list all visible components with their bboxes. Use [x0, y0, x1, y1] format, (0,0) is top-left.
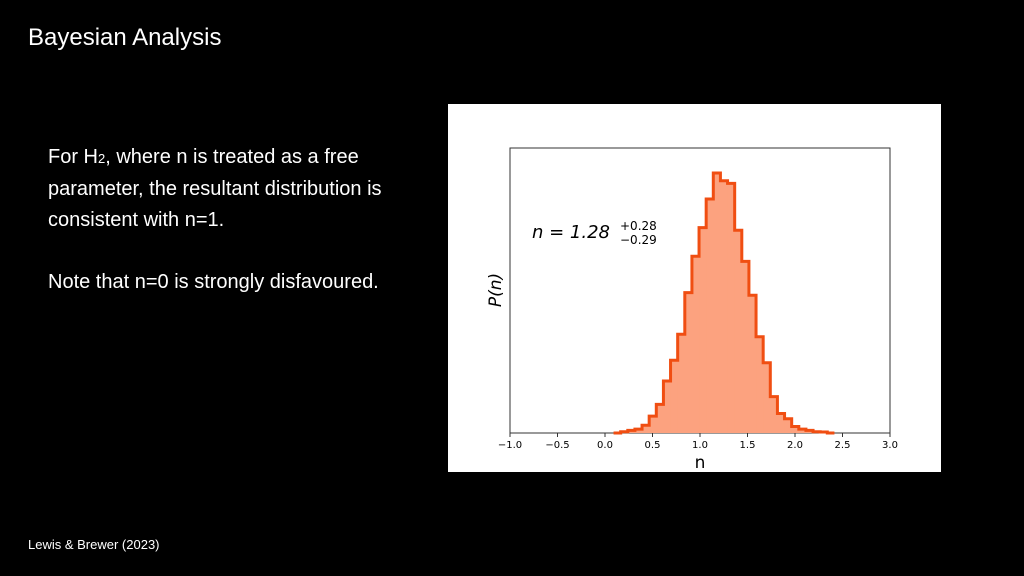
histogram-bar	[713, 173, 721, 433]
x-axis-label: n	[695, 453, 706, 472]
histogram-bar	[741, 261, 750, 433]
histogram-bar	[649, 416, 657, 433]
histogram-bar	[663, 381, 672, 433]
histogram-bar	[670, 360, 679, 433]
histogram-bar	[720, 180, 729, 433]
x-tick-label: −1.0	[498, 440, 522, 451]
histogram-chart: −1.0 −0.5 0.0 0.5 1.0 1.5 2.0 2.5 3.0 n P(n) n =…	[486, 147, 898, 472]
body-text: For H2, where n is treated as a free par…	[48, 142, 388, 298]
histogram-bars	[613, 171, 835, 435]
histogram-bar	[699, 227, 707, 433]
y-axis-label: P(n)	[486, 273, 506, 307]
paragraph-h2: For H2, where n is treated as a free par…	[48, 142, 388, 236]
histogram-figure: −1.0 −0.5 0.0 0.5 1.0 1.5 2.0 2.5 3.0 n P(n) n =…	[448, 104, 941, 472]
histogram-bar	[677, 334, 686, 433]
histogram-bar	[656, 404, 664, 433]
histogram-bar	[770, 396, 778, 433]
histogram-bar	[791, 426, 800, 433]
histogram-bar	[748, 295, 757, 433]
annotation-lower: −0.29	[620, 233, 657, 247]
paragraph-h2-subscript: 2	[98, 151, 106, 166]
x-tick-label: 0.0	[597, 440, 613, 451]
histogram-bar	[784, 418, 793, 433]
annotation-value: n = 1.28	[532, 222, 610, 243]
histogram-bar	[684, 292, 693, 433]
x-tick-label: 2.0	[787, 440, 803, 451]
x-tick-label: 3.0	[882, 440, 898, 451]
histogram-bar	[798, 429, 807, 433]
paragraph-h2-pre: For H	[48, 146, 98, 168]
x-tick-label: 1.5	[740, 440, 756, 451]
histogram-bar	[727, 183, 736, 433]
histogram-bar	[777, 413, 786, 433]
slide-title: Bayesian Analysis	[28, 24, 222, 51]
x-tick-label: −0.5	[545, 440, 569, 451]
annotation-upper: +0.28	[620, 219, 657, 233]
histogram-bar	[734, 230, 743, 433]
paragraph-note: Note that n=0 is strongly disfavoured.	[48, 271, 379, 293]
posterior-annotation: n = 1.28	[532, 222, 610, 243]
x-tick-label: 0.5	[645, 440, 661, 451]
histogram-bar	[634, 429, 643, 433]
histogram-bar	[756, 336, 764, 433]
x-ticks: −1.0 −0.5 0.0 0.5 1.0 1.5 2.0 2.5 3.0	[498, 433, 898, 451]
histogram-bar	[763, 362, 771, 433]
histogram-bar	[691, 256, 700, 433]
paragraph-h2-post: , where n is treated as a free parameter…	[48, 146, 382, 231]
histogram-bar	[642, 425, 650, 433]
citation: Lewis & Brewer (2023)	[28, 537, 160, 552]
x-tick-label: 2.5	[835, 440, 851, 451]
histogram-bar	[706, 199, 714, 433]
x-tick-label: 1.0	[692, 440, 708, 451]
histogram-outline	[613, 171, 835, 435]
